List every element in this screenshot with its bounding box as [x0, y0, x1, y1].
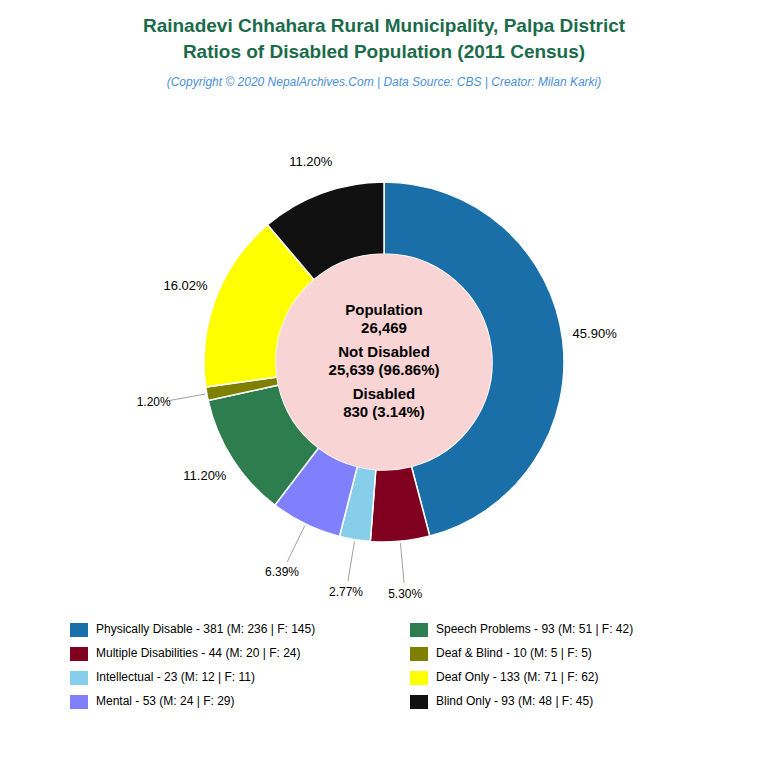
legend-swatch	[410, 623, 428, 637]
center-annotation: 26,469	[361, 319, 407, 336]
center-annotation: Disabled	[353, 385, 416, 402]
data-label: 5.30%	[388, 587, 422, 601]
legend-item: Mental - 53 (M: 24 | F: 29)	[70, 694, 235, 709]
legend-label: Deaf & Blind - 10 (M: 5 | F: 5)	[436, 646, 592, 660]
legend-swatch	[70, 671, 88, 685]
legend-swatch	[70, 623, 88, 637]
legend-swatch	[70, 647, 88, 661]
title: Rainadevi Chhahara Rural Municipality, P…	[143, 15, 626, 36]
legend-swatch	[410, 695, 428, 709]
legend-label: Blind Only - 93 (M: 48 | F: 45)	[436, 694, 593, 708]
leader-line	[400, 543, 404, 583]
data-label: 2.77%	[329, 585, 363, 599]
plot: Population26,469 Not Disabled25,639 (96.8…	[137, 154, 617, 601]
data-label: 6.39%	[265, 565, 299, 579]
title: Ratios of Disabled Population (2011 Cens…	[183, 41, 585, 62]
legend-label: Physically Disable - 381 (M: 236 | F: 14…	[96, 622, 315, 636]
center-annotation: Population	[345, 301, 423, 318]
legend-item: Physically Disable - 381 (M: 236 | F: 14…	[70, 622, 315, 637]
legend-label: Intellectual - 23 (M: 12 | F: 11)	[96, 670, 255, 684]
legend-item: Multiple Disabilities - 44 (M: 20 | F: 2…	[70, 646, 301, 661]
legend-swatch	[410, 671, 428, 685]
data-label: 11.20%	[183, 468, 227, 483]
leader-line	[287, 526, 305, 562]
data-label: 45.90%	[573, 326, 618, 341]
legend-swatch	[70, 695, 88, 709]
slice	[370, 466, 429, 542]
center-annotation: 830 (3.14%)	[343, 403, 425, 420]
legend-item: Deaf Only - 133 (M: 71 | F: 62)	[410, 670, 599, 685]
legend-label: Deaf Only - 133 (M: 71 | F: 62)	[436, 670, 599, 684]
legend-label: Mental - 53 (M: 24 | F: 29)	[96, 694, 235, 708]
leader-line	[165, 394, 205, 401]
legend-item: Speech Problems - 93 (M: 51 | F: 42)	[410, 622, 633, 637]
subtitle: (Copyright © 2020 NepalArchives.Com | Da…	[167, 75, 602, 89]
legend-label: Speech Problems - 93 (M: 51 | F: 42)	[436, 622, 633, 636]
chart: Rainadevi Chhahara Rural Municipality, P…	[0, 0, 768, 768]
data-label: 1.20%	[137, 395, 171, 409]
data-label: 16.02%	[163, 278, 208, 293]
legend-swatch	[410, 647, 428, 661]
legend-item: Deaf & Blind - 10 (M: 5 | F: 5)	[410, 646, 592, 661]
data-label: 11.20%	[289, 154, 333, 169]
center-annotation: 25,639 (96.86%)	[329, 361, 440, 378]
legend-item: Intellectual - 23 (M: 12 | F: 11)	[70, 670, 255, 685]
legend-label: Multiple Disabilities - 44 (M: 20 | F: 2…	[96, 646, 301, 660]
leader-line	[348, 541, 355, 581]
legend: Physically Disable - 381 (M: 236 | F: 14…	[70, 622, 633, 709]
donut-center	[276, 254, 492, 470]
legend-item: Blind Only - 93 (M: 48 | F: 45)	[410, 694, 593, 709]
center-annotation: Not Disabled	[338, 343, 430, 360]
